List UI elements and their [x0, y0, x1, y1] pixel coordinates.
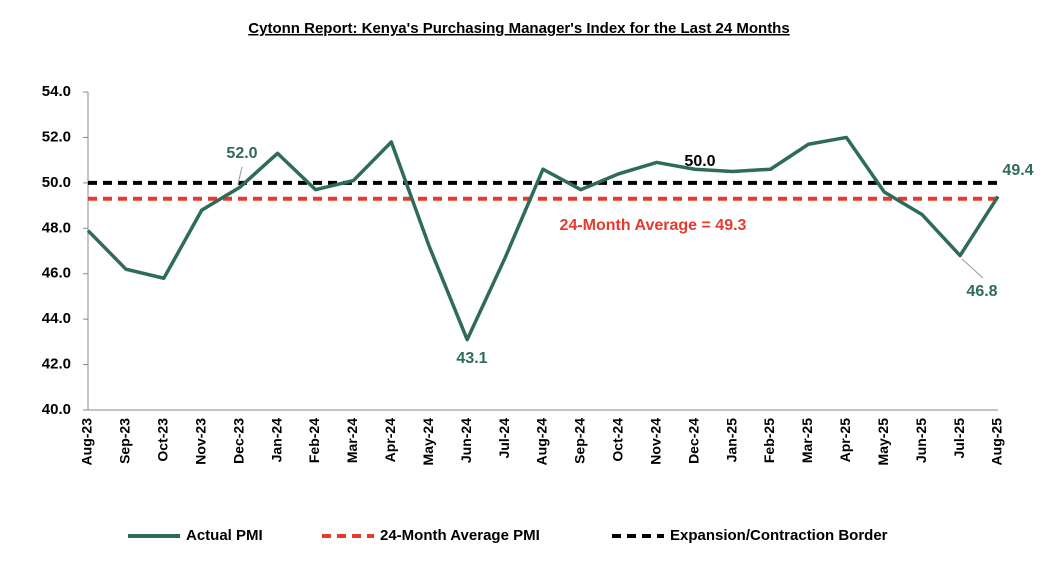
- x-tick-label: Sep-23: [117, 418, 133, 464]
- x-tick-label: Oct-24: [610, 418, 626, 462]
- leader-line: [961, 258, 984, 279]
- legend-label: Expansion/Contraction Border: [670, 527, 888, 544]
- x-tick-label: Aug-23: [79, 418, 95, 466]
- annotation: 24-Month Average = 49.3: [560, 217, 747, 234]
- x-tick-label: Mar-25: [799, 418, 815, 463]
- x-tick-label: Oct-23: [155, 418, 171, 462]
- x-tick-label: Jul-24: [496, 418, 512, 459]
- y-tick-label: 40.0: [42, 401, 71, 418]
- annotation: 49.4: [1002, 162, 1033, 179]
- x-tick-label: Jun-24: [458, 418, 474, 463]
- x-tick-label: Sep-24: [572, 418, 588, 464]
- x-tick-label: May-25: [875, 418, 891, 466]
- x-tick-label: Apr-25: [837, 418, 853, 463]
- x-tick-label: Jun-25: [913, 418, 929, 463]
- x-tick-label: Dec-23: [230, 418, 246, 464]
- annotation: 46.8: [966, 283, 997, 300]
- annotation: 50.0: [684, 153, 715, 170]
- y-tick-label: 48.0: [42, 219, 71, 236]
- chart-title: Cytonn Report: Kenya's Purchasing Manage…: [248, 20, 789, 37]
- y-tick-label: 52.0: [42, 128, 71, 145]
- annotation: 52.0: [226, 145, 257, 162]
- y-tick-label: 42.0: [42, 356, 71, 373]
- data-line: [86, 135, 1000, 342]
- x-tick-label: Nov-23: [192, 418, 208, 465]
- x-tick-label: Nov-24: [647, 418, 663, 465]
- x-tick-label: Jul-25: [951, 418, 967, 459]
- x-tick-label: Apr-24: [382, 418, 398, 463]
- legend-label: Actual PMI: [186, 527, 263, 544]
- y-tick-label: 50.0: [42, 174, 71, 191]
- x-tick-label: Mar-24: [344, 418, 360, 463]
- x-tick-label: Feb-24: [306, 418, 322, 463]
- x-tick-label: Dec-24: [685, 418, 701, 464]
- x-tick-label: Jan-25: [723, 418, 739, 463]
- y-tick-label: 46.0: [42, 265, 71, 282]
- x-tick-label: Aug-24: [534, 418, 550, 466]
- x-tick-label: Jan-24: [268, 418, 284, 463]
- y-tick-label: 44.0: [42, 310, 71, 327]
- leader-line: [237, 166, 243, 185]
- x-tick-label: May-24: [420, 418, 436, 466]
- x-tick-label: Feb-25: [761, 418, 777, 463]
- x-tick-label: Aug-25: [989, 418, 1005, 466]
- y-tick-label: 54.0: [42, 83, 71, 100]
- legend-label: 24-Month Average PMI: [380, 527, 540, 544]
- annotation: 43.1: [456, 350, 487, 367]
